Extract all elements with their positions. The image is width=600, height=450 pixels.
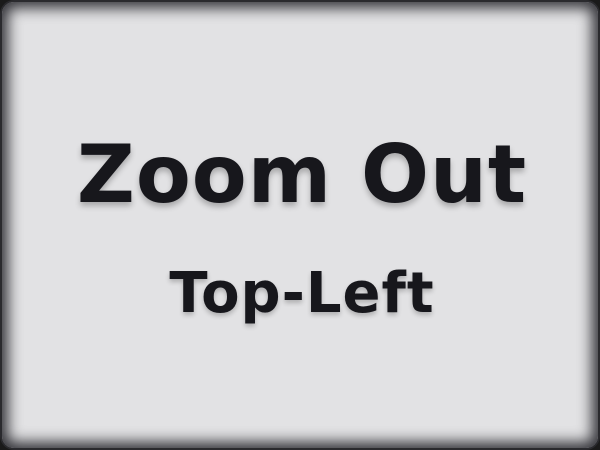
zoom-anchor-label: Top-Left <box>169 261 435 326</box>
zoom-action-title: Zoom Out <box>76 128 528 221</box>
